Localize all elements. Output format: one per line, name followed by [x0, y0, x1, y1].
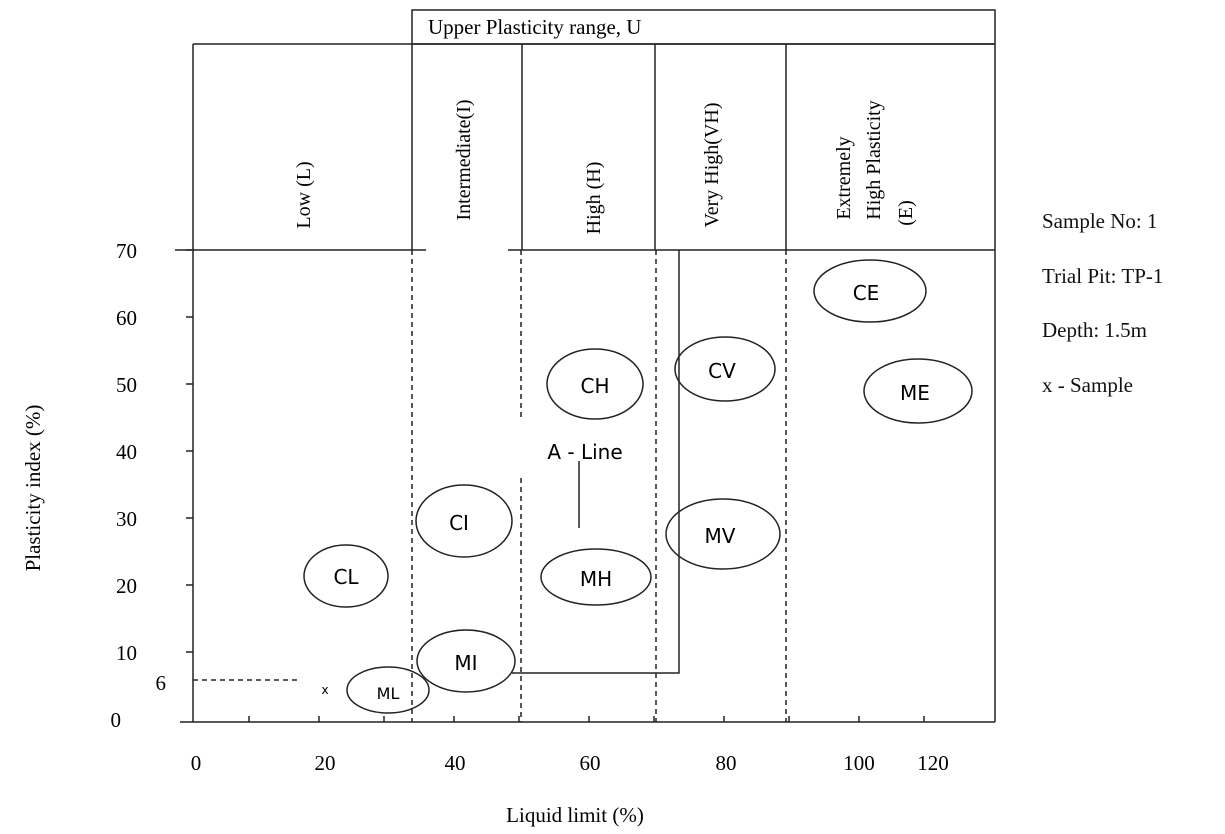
- class-ellipse-ml: [346, 666, 430, 714]
- a-line: [512, 250, 680, 674]
- y-tick-label-20: 20: [116, 574, 137, 598]
- y-tick-label-40: 40: [116, 440, 137, 464]
- y-tick-label-50: 50: [116, 373, 137, 397]
- x-tick-label-40: 40: [445, 751, 466, 775]
- class-ellipse-ce: [813, 259, 927, 323]
- depth: Depth: 1.5m: [1042, 318, 1147, 342]
- zone-label-extremely-high-line1: Extremely: [833, 136, 855, 219]
- zone-label-very-high: Very High(VH): [701, 103, 723, 228]
- class-label-ce: CE: [853, 281, 880, 305]
- zone-label-high: High (H): [583, 162, 605, 235]
- y-axis-title: Plasticity index (%): [21, 405, 45, 572]
- class-ellipse-ci: [415, 484, 513, 558]
- class-ellipse-mi: [416, 629, 516, 693]
- zone-label-extremely-high-line3: (E): [895, 200, 917, 226]
- sample-legend: x - Sample: [1042, 373, 1133, 397]
- class-label-ml: ML: [377, 684, 400, 703]
- y-tick-label-70: 70: [116, 239, 137, 263]
- zone-label-extremely-high-line2: High Plasticity: [863, 100, 885, 219]
- class-ellipse-me: [863, 358, 973, 424]
- zone-label-low: Low (L): [293, 161, 315, 228]
- y-tick-label-0: 0: [111, 708, 122, 732]
- class-label-mi: MI: [454, 651, 477, 675]
- x-tick-label-80: 80: [716, 751, 737, 775]
- class-label-ch: CH: [580, 374, 609, 398]
- class-ellipse-mv: [665, 498, 781, 570]
- class-label-cl: CL: [333, 565, 359, 589]
- x-tick-label-60: 60: [580, 751, 601, 775]
- class-ellipse-mh: [540, 548, 652, 606]
- x-tick-label-120: 120: [917, 751, 949, 775]
- y-tick-label-30: 30: [116, 507, 137, 531]
- class-label-ci: CI: [449, 511, 469, 535]
- y-tick-label-10: 10: [116, 641, 137, 665]
- trial-pit: Trial Pit: TP-1: [1042, 264, 1164, 288]
- class-ellipse-cv: [674, 336, 776, 402]
- y-tick-marks: [186, 249, 193, 653]
- x-tick-label-0: 0: [191, 751, 202, 775]
- class-label-mh: MH: [580, 567, 612, 591]
- sample-number: Sample No: 1: [1042, 209, 1158, 233]
- y-tick-label-6: 6: [156, 671, 167, 695]
- x-tick-marks: [248, 716, 925, 722]
- x-axis-title: Liquid limit (%): [506, 803, 644, 827]
- class-label-mv: MV: [705, 524, 736, 548]
- upper-plasticity-banner: Upper Plasticity range, U: [428, 15, 641, 39]
- y-tick-label-60: 60: [116, 306, 137, 330]
- a-line-label: A - Line: [547, 440, 622, 464]
- class-label-cv: CV: [708, 359, 736, 383]
- x-tick-label-100: 100: [843, 751, 875, 775]
- sample-marker: x: [321, 683, 328, 697]
- x-tick-label-20: 20: [315, 751, 336, 775]
- class-ellipse-cl: [303, 544, 389, 608]
- zone-label-intermediate: Intermediate(I): [453, 99, 475, 220]
- class-label-me: ME: [900, 381, 930, 405]
- class-ellipse-ch: [546, 348, 644, 420]
